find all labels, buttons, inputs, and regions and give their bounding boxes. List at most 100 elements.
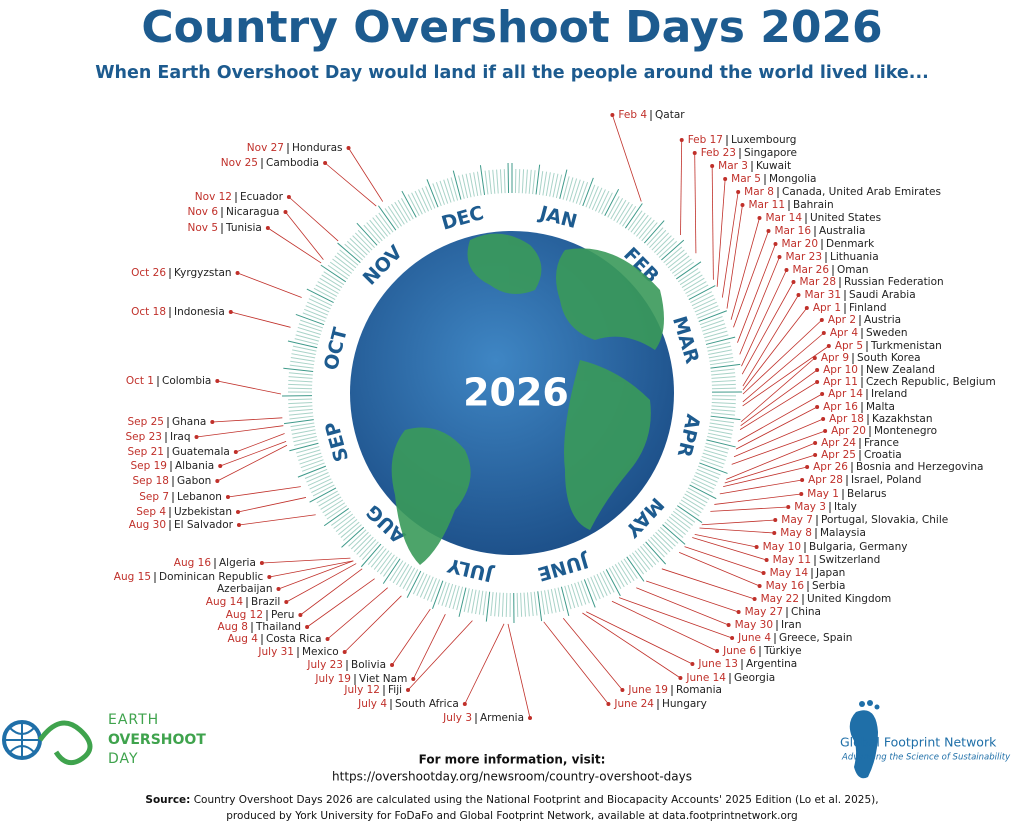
entry-date: Sep 23 (126, 431, 163, 443)
day-tick (478, 590, 484, 615)
day-tick (711, 379, 736, 383)
leader-line (611, 600, 718, 652)
day-tick (301, 462, 325, 472)
entry-country: Czech Republic, Belgium (866, 376, 996, 388)
day-tick (426, 577, 437, 601)
day-tick (296, 330, 320, 339)
day-tick (324, 502, 346, 517)
day-tick (684, 493, 706, 507)
leader-line (714, 493, 802, 505)
day-tick (295, 334, 319, 342)
day-tick (709, 422, 734, 428)
day-tick (367, 546, 384, 566)
entry-country: Bosnia and Herzegovina (856, 461, 984, 473)
day-tick (547, 589, 553, 614)
leader-line (742, 332, 825, 403)
leader-dot (815, 405, 820, 409)
day-tick (326, 505, 348, 520)
day-tick (707, 432, 732, 439)
day-tick (610, 197, 624, 220)
day-tick (458, 175, 465, 199)
title: Country Overshoot Days 2026 (141, 2, 882, 53)
day-tick (343, 524, 362, 541)
day-tick (357, 229, 375, 249)
entry-country: Oman (837, 264, 869, 276)
day-tick (379, 554, 395, 575)
day-tick (287, 340, 318, 349)
leader-line (740, 357, 816, 423)
leader-line (724, 454, 816, 484)
leader-dot (815, 380, 820, 384)
leader-dot (752, 597, 757, 601)
day-tick (507, 163, 510, 194)
day-tick (697, 308, 720, 319)
day-tick (706, 341, 731, 349)
leader-line (726, 204, 743, 309)
day-tick (430, 579, 441, 603)
day-tick (688, 285, 716, 300)
day-tick (521, 169, 525, 194)
day-tick (686, 490, 708, 504)
day-tick (577, 581, 587, 605)
day-tick (297, 465, 327, 478)
day-tick (283, 419, 314, 425)
entry-country: Albania (175, 460, 214, 472)
day-tick (372, 217, 388, 237)
day-tick (288, 401, 313, 405)
entry-date: Oct 26 (131, 267, 166, 279)
day-tick (674, 261, 695, 277)
subtitle: When Earth Overshoot Day would land if a… (95, 63, 929, 83)
day-tick (699, 316, 723, 326)
day-tick (555, 174, 563, 199)
day-tick (598, 190, 610, 213)
day-tick (709, 356, 734, 362)
day-tick (667, 252, 688, 269)
day-tick (629, 554, 645, 575)
day-tick (591, 187, 603, 211)
day-tick (569, 178, 578, 202)
day-tick (309, 487, 337, 503)
day-tick (327, 264, 348, 280)
entry-country: Luxembourg (731, 134, 796, 146)
entry-date: May 30 (735, 619, 773, 631)
day-tick (594, 189, 606, 212)
day-tick (473, 172, 479, 197)
day-tick (560, 586, 570, 616)
leader-line (412, 614, 446, 680)
day-tick (599, 572, 612, 595)
leader-line (739, 381, 818, 430)
leader-line (586, 611, 693, 665)
leader-dot (772, 531, 777, 535)
leader-line (739, 256, 780, 355)
entry-country: Denmark (826, 238, 875, 250)
day-tick (406, 569, 419, 591)
day-tick (710, 368, 735, 373)
gfn-tagline: Advancing the Science of Sustainability (841, 753, 1011, 763)
day-tick (711, 387, 736, 390)
day-tick (636, 217, 652, 237)
day-tick (448, 584, 457, 609)
day-tick (378, 205, 397, 231)
entry-date: Apr 4 (830, 327, 859, 339)
leader-line (344, 595, 402, 653)
leader-dot (283, 210, 288, 214)
leader-dot (284, 600, 289, 604)
day-tick (705, 442, 729, 450)
day-tick (634, 550, 651, 570)
day-tick (289, 442, 319, 452)
leader-dot (406, 688, 411, 692)
day-tick (590, 576, 601, 600)
day-tick (623, 558, 638, 579)
day-tick (485, 591, 491, 622)
day-tick (288, 405, 313, 408)
entry-country: Nicaragua (226, 206, 279, 218)
entry-date: May 3 (794, 501, 826, 513)
day-tick (296, 446, 320, 454)
eod-text: OVERSHOOT (108, 732, 206, 748)
day-tick (710, 412, 735, 416)
day-tick (624, 203, 643, 229)
leader-dot (800, 478, 805, 482)
day-tick (356, 536, 374, 555)
leader-line (737, 393, 823, 442)
day-tick (699, 462, 728, 474)
